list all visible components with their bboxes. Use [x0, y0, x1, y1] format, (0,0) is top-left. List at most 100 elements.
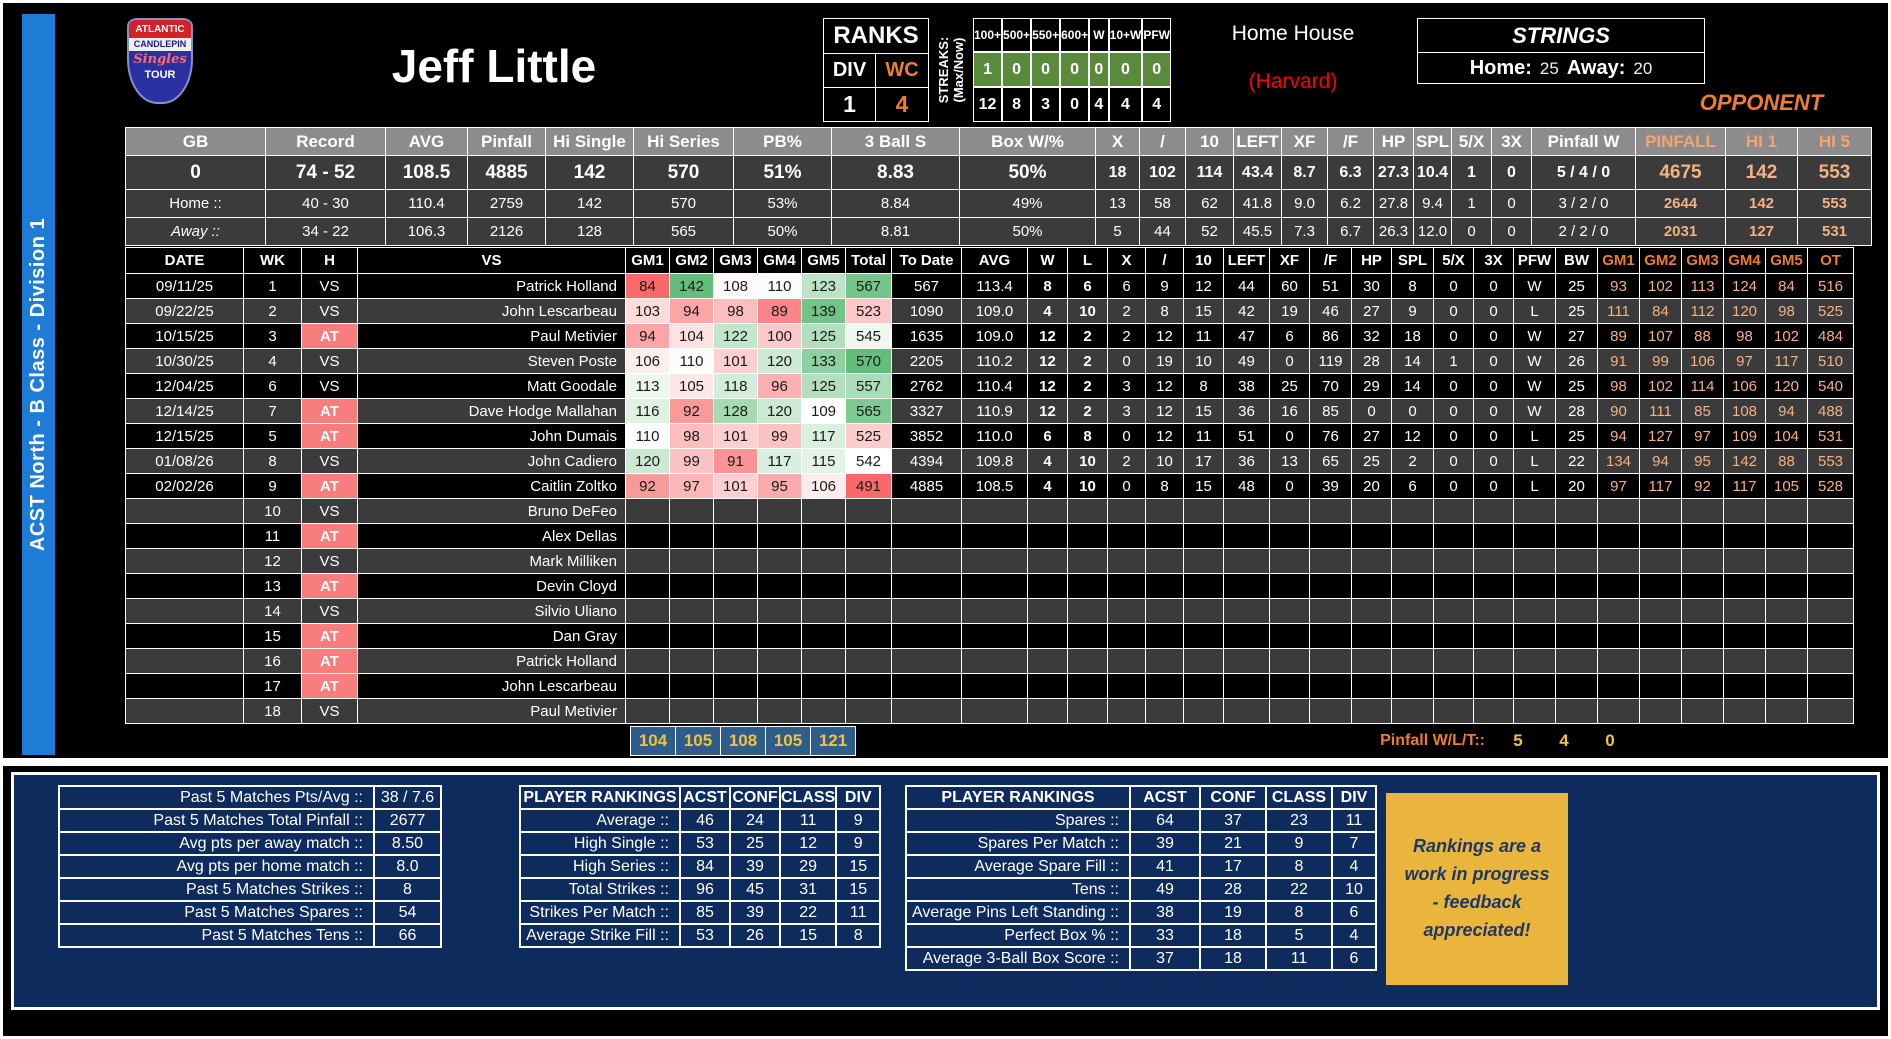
empty-cell [1639, 498, 1682, 524]
empty-cell [1433, 648, 1474, 674]
stats-cell: 34 - 22 [265, 217, 386, 246]
empty-cell [1183, 523, 1224, 549]
stats-cell: 128 [545, 217, 634, 246]
match-date: 01/08/26 [125, 448, 244, 474]
stats-cell: 2126 [467, 217, 546, 246]
match-stat: 70 [1309, 373, 1352, 399]
empty-cell [1309, 523, 1352, 549]
home-away-flag: VS [301, 373, 358, 399]
rankings-col-header: CLASS [778, 785, 838, 810]
stat-value: 6 [1331, 900, 1377, 925]
stat-label: Total Strikes :: [519, 877, 681, 902]
streak-col-header: PFW [1142, 18, 1171, 52]
future-match-row: 10 VS Bruno DeFeo [125, 498, 1854, 524]
empty-cell [1269, 698, 1310, 724]
empty-cell [669, 548, 714, 574]
opponent-score: 484 [1807, 323, 1854, 349]
empty-cell [757, 523, 802, 549]
match-col-header: BW [1555, 247, 1598, 274]
stats-col-header: SPL [1413, 127, 1452, 156]
match-col-header: 10 [1183, 247, 1224, 274]
empty-cell [669, 623, 714, 649]
empty-cell [713, 598, 758, 624]
match-stat: 12 [1145, 323, 1184, 349]
match-stat: 6 [1107, 273, 1146, 299]
game-score: 110 [757, 273, 802, 299]
opponent-score: 113 [1681, 273, 1724, 299]
stats-col-header: XF [1281, 127, 1328, 156]
streak-top-value: 0 [1031, 52, 1061, 87]
ranks-col-div: DIV [824, 54, 876, 88]
match-stat: 10 [1145, 448, 1184, 474]
opponent-score: 488 [1807, 398, 1854, 424]
match-col-header: H [301, 247, 358, 274]
empty-cell [1107, 673, 1146, 699]
stat-label: Past 5 Matches Tens :: [58, 923, 375, 948]
match-date: 10/15/25 [125, 323, 244, 349]
empty-cell [1027, 673, 1068, 699]
empty-cell [1351, 623, 1392, 649]
match-stat: 1 [1433, 348, 1474, 374]
match-stat: 86 [1309, 323, 1352, 349]
empty-cell [1597, 573, 1640, 599]
match-stat: 0 [1433, 373, 1474, 399]
empty-cell [845, 523, 892, 549]
opponent-name: Alex Dellas [357, 523, 626, 549]
empty-cell [1473, 623, 1514, 649]
match-col-header: XF [1269, 247, 1310, 274]
logo-line-singles: Singles [133, 52, 187, 67]
strings-away-label: Away: [1566, 57, 1626, 79]
empty-cell [1269, 548, 1310, 574]
game-score: 142 [669, 273, 714, 299]
empty-cell [1555, 548, 1598, 574]
match-stat: 11 [1183, 423, 1224, 449]
empty-cell [1639, 673, 1682, 699]
logo-line-atlantic: ATLANTIC [129, 20, 191, 38]
stat-label: Past 5 Matches Total Pinfall :: [58, 808, 375, 833]
match-stat: 12 [1027, 348, 1068, 374]
stats-col-header: PB% [733, 127, 832, 156]
stat-value: 4 [1331, 923, 1377, 948]
stats-cell: 142 [1725, 189, 1798, 218]
match-week: 7 [243, 398, 302, 424]
stat-value: 8 [1265, 854, 1333, 879]
pinfall-wlt-value: 0 [1605, 731, 1615, 750]
stats-cell: 5 [1095, 217, 1140, 246]
match-stat: 8 [1145, 298, 1184, 324]
stats-col-header: Pinfall [467, 127, 546, 156]
pinfall-win-flag: L [1513, 448, 1556, 474]
match-stat: 2 [1067, 348, 1108, 374]
empty-cell [1473, 673, 1514, 699]
empty-cell [1513, 573, 1556, 599]
stats-col-header: 3 Ball S [831, 127, 960, 156]
future-match-row: 18 VS Paul Metivier [125, 698, 1854, 724]
empty-cell [1183, 573, 1224, 599]
home-house-value: (Harvard) [1248, 70, 1338, 93]
stat-label: Average :: [519, 808, 681, 833]
empty-cell [1027, 598, 1068, 624]
stats-row: Away :: 34 - 22 106.3 2126 128 565 50% 8.81 50% 5… [125, 217, 1872, 246]
empty-cell [1309, 648, 1352, 674]
match-stat: 0 [1473, 273, 1514, 299]
stat-value: 18 [1199, 923, 1267, 948]
stat-value: 46 [679, 808, 731, 833]
rankings-header-row: PLAYER RANKINGS ACST CONF CLASS DIV [519, 785, 882, 810]
stats-cell: 51% [733, 155, 832, 190]
stats-col-header: / [1139, 127, 1186, 156]
match-col-header: VS [357, 247, 626, 274]
opponent-name: John Lescarbeau [357, 673, 626, 699]
stats-cell: 1 [1451, 189, 1492, 218]
home-away-flag: VS [301, 548, 358, 574]
match-stat: 14 [1391, 373, 1434, 399]
division-label: ACST North - B Class - Division 1 [27, 217, 49, 552]
home-away-flag: AT [301, 623, 358, 649]
stat-value: 15 [835, 877, 882, 902]
stats-row: Home :: 40 - 30 110.4 2759 142 570 53% 8.84 49% 1… [125, 189, 1872, 218]
match-col-header: GM1 [625, 247, 670, 274]
empty-cell [669, 648, 714, 674]
match-col-header: L [1067, 247, 1108, 274]
match-stat: 8 [1027, 273, 1068, 299]
avg-to-date: 113.4 [961, 273, 1028, 299]
stats-cell: 26.3 [1373, 217, 1414, 246]
match-stat: 6 [1067, 273, 1108, 299]
